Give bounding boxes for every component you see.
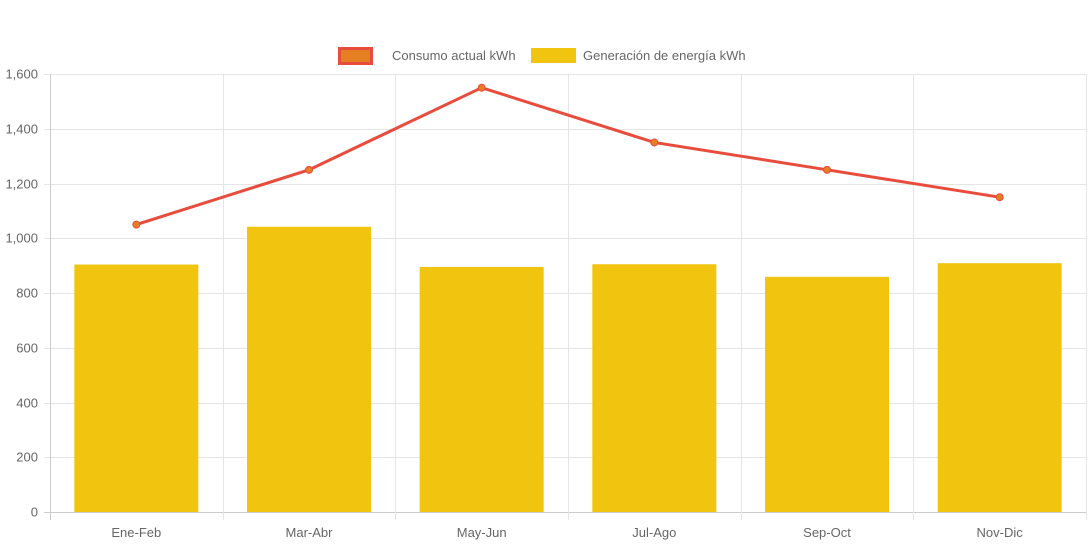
bar-ene-feb	[74, 264, 199, 512]
y-tick-label: 600	[16, 341, 38, 356]
x-tick-label: Sep-Oct	[803, 525, 851, 540]
x-tick-label: Mar-Abr	[286, 525, 334, 540]
y-tick-label: 1,000	[5, 231, 38, 246]
y-tick-label: 200	[16, 450, 38, 465]
y-tick-label: 400	[16, 396, 38, 411]
bar-jul-ago	[592, 264, 717, 512]
x-tick-label: Jul-Ago	[632, 525, 676, 540]
bar-sep-oct	[765, 276, 889, 512]
x-tick-label: Ene-Feb	[111, 525, 161, 540]
consumo-point-nov-dic	[995, 193, 1004, 202]
x-tick-label: May-Jun	[457, 525, 507, 540]
consumo-line	[135, 86, 1000, 226]
y-tick-label: 0	[31, 505, 38, 520]
y-tick-label: 1,600	[5, 67, 38, 82]
legend-label-generacion[interactable]: Generación de energía kWh	[583, 48, 746, 63]
legend: Consumo actual kWh Generación de energía…	[338, 47, 746, 65]
y-tick-label: 1,200	[5, 177, 38, 192]
bar-mar-abr	[247, 226, 371, 512]
y-tick-label: 800	[16, 286, 38, 301]
bar-may-jun	[419, 266, 544, 512]
bar-nov-dic	[937, 263, 1062, 512]
consumo-point-mar-abr	[305, 165, 313, 174]
legend-label-consumo[interactable]: Consumo actual kWh	[392, 48, 516, 63]
consumo-point-sep-oct	[823, 165, 831, 174]
consumo-point-jul-ago	[650, 138, 659, 147]
x-tick-label: Nov-Dic	[977, 525, 1024, 540]
legend-swatch-generacion[interactable]	[531, 48, 576, 63]
legend-swatch-consumo[interactable]	[338, 47, 373, 65]
consumo-point-ene-feb	[132, 220, 141, 229]
y-tick-label: 1,400	[5, 122, 38, 137]
consumo-point-may-jun	[477, 83, 486, 92]
